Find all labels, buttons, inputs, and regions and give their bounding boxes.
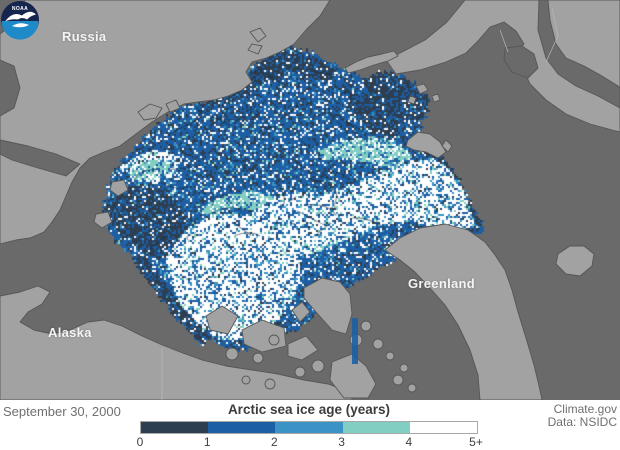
baltic-sea-water [537, 0, 620, 109]
canadian-archipelago [205, 277, 377, 399]
noaa-logo: NOAA [1, 1, 39, 40]
credits: Climate.gov Data: NSIDC [548, 403, 617, 429]
legend-title: Arctic sea ice age (years) [227, 402, 391, 417]
legend-tick-label: 5+ [469, 435, 483, 449]
legend-tick-labels: 0 1 2 3 4 5+ [136, 435, 483, 449]
credit-publisher: Climate.gov [553, 402, 617, 416]
legend-bin-2 [275, 422, 343, 433]
legend-bin-0 [141, 422, 209, 433]
noaa-logo-sea [1, 21, 39, 40]
date-label: September 30, 2000 [3, 404, 121, 419]
legend-tick-label: 3 [338, 435, 345, 449]
arctic-map: Russia Alaska Greenland NOAA [0, 0, 620, 400]
noaa-logo-text: NOAA [12, 6, 28, 12]
label-alaska: Alaska [48, 325, 92, 340]
legend-bin-3 [342, 422, 410, 433]
label-greenland: Greenland [408, 276, 475, 291]
noaa-seagull-icon [5, 11, 36, 28]
land-layer [0, 0, 620, 400]
legend-tick-label: 2 [271, 435, 278, 449]
legend: Arctic sea ice age (years) 0 1 2 3 4 5+ [136, 400, 483, 450]
white-sea-water [503, 45, 539, 79]
legend-tick-label: 4 [405, 435, 413, 449]
label-russia: Russia [62, 29, 107, 44]
legend-bin-1 [208, 422, 276, 433]
legend-tick-label: 1 [203, 435, 211, 449]
russia-landmass [0, 0, 331, 245]
credit-source: Data: NSIDC [547, 415, 617, 429]
greenland-landmass [384, 223, 543, 400]
anadyr-gulf-water [0, 139, 81, 177]
legend-tick-label: 0 [136, 435, 144, 449]
arctic-islands [93, 27, 595, 277]
country-borders [161, 7, 559, 400]
nares-strait-ice [352, 318, 358, 364]
legend-colorbar [140, 421, 478, 434]
legend-bin-4 [409, 422, 478, 433]
caption-bar: September 30, 2000 Arctic sea ice age (y… [0, 400, 620, 450]
